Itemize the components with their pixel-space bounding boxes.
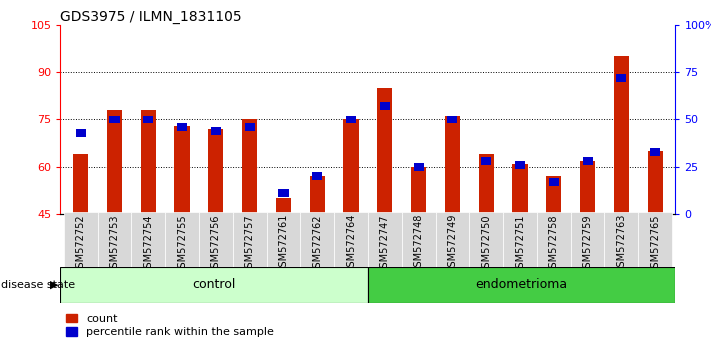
- Bar: [616, 74, 626, 82]
- Text: GSM572747: GSM572747: [380, 214, 390, 274]
- Bar: [582, 157, 593, 165]
- Bar: [343, 119, 358, 214]
- Text: GSM572753: GSM572753: [109, 214, 119, 274]
- Text: GSM572755: GSM572755: [177, 214, 187, 274]
- Bar: [267, 212, 300, 267]
- Bar: [513, 164, 528, 214]
- Bar: [210, 127, 221, 135]
- Text: GSM572761: GSM572761: [279, 214, 289, 273]
- Bar: [242, 119, 257, 214]
- Bar: [445, 116, 460, 214]
- Bar: [546, 176, 562, 214]
- Bar: [300, 212, 334, 267]
- Bar: [447, 115, 457, 124]
- Text: GSM572757: GSM572757: [245, 214, 255, 274]
- Bar: [174, 126, 190, 214]
- Bar: [580, 160, 595, 214]
- Bar: [109, 115, 119, 124]
- Bar: [64, 212, 97, 267]
- Text: GSM572758: GSM572758: [549, 214, 559, 274]
- Text: GDS3975 / ILMN_1831105: GDS3975 / ILMN_1831105: [60, 10, 242, 24]
- Bar: [346, 115, 356, 124]
- Bar: [515, 161, 525, 169]
- Bar: [97, 212, 132, 267]
- Text: GSM572756: GSM572756: [211, 214, 221, 274]
- Text: GSM572754: GSM572754: [144, 214, 154, 274]
- Bar: [650, 148, 661, 156]
- Bar: [75, 129, 86, 137]
- Bar: [479, 154, 494, 214]
- Text: GSM572759: GSM572759: [582, 214, 592, 274]
- Bar: [165, 212, 199, 267]
- Text: control: control: [193, 279, 236, 291]
- Text: GSM572763: GSM572763: [616, 214, 626, 273]
- Bar: [436, 212, 469, 267]
- Text: GSM572749: GSM572749: [447, 214, 457, 273]
- Bar: [107, 110, 122, 214]
- Text: GSM572764: GSM572764: [346, 214, 356, 273]
- Bar: [571, 212, 604, 267]
- Bar: [312, 172, 322, 180]
- Text: disease state: disease state: [1, 280, 75, 290]
- Text: GSM572748: GSM572748: [414, 214, 424, 273]
- Bar: [143, 115, 154, 124]
- Bar: [378, 88, 392, 214]
- Bar: [132, 212, 165, 267]
- Bar: [310, 176, 325, 214]
- Bar: [481, 157, 491, 165]
- Bar: [402, 212, 436, 267]
- Bar: [411, 167, 426, 214]
- Legend: count, percentile rank within the sample: count, percentile rank within the sample: [66, 314, 274, 337]
- Bar: [503, 212, 537, 267]
- Bar: [199, 212, 232, 267]
- Bar: [279, 189, 289, 197]
- Text: GSM572765: GSM572765: [650, 214, 661, 274]
- Bar: [232, 212, 267, 267]
- Bar: [638, 212, 672, 267]
- Bar: [368, 212, 402, 267]
- Bar: [414, 163, 424, 171]
- Text: GSM572750: GSM572750: [481, 214, 491, 274]
- Bar: [549, 178, 559, 186]
- Text: GSM572751: GSM572751: [515, 214, 525, 274]
- Bar: [208, 129, 223, 214]
- Bar: [334, 212, 368, 267]
- Bar: [648, 151, 663, 214]
- Bar: [60, 267, 368, 303]
- Text: ▶: ▶: [50, 280, 58, 290]
- Text: GSM572752: GSM572752: [75, 214, 86, 274]
- Bar: [469, 212, 503, 267]
- Bar: [141, 110, 156, 214]
- Bar: [380, 102, 390, 110]
- Bar: [276, 198, 291, 214]
- Bar: [177, 123, 187, 131]
- Bar: [368, 267, 675, 303]
- Text: GSM572762: GSM572762: [312, 214, 322, 274]
- Bar: [245, 123, 255, 131]
- Bar: [537, 212, 571, 267]
- Bar: [604, 212, 638, 267]
- Bar: [73, 154, 88, 214]
- Bar: [614, 56, 629, 214]
- Text: endometrioma: endometrioma: [476, 279, 568, 291]
